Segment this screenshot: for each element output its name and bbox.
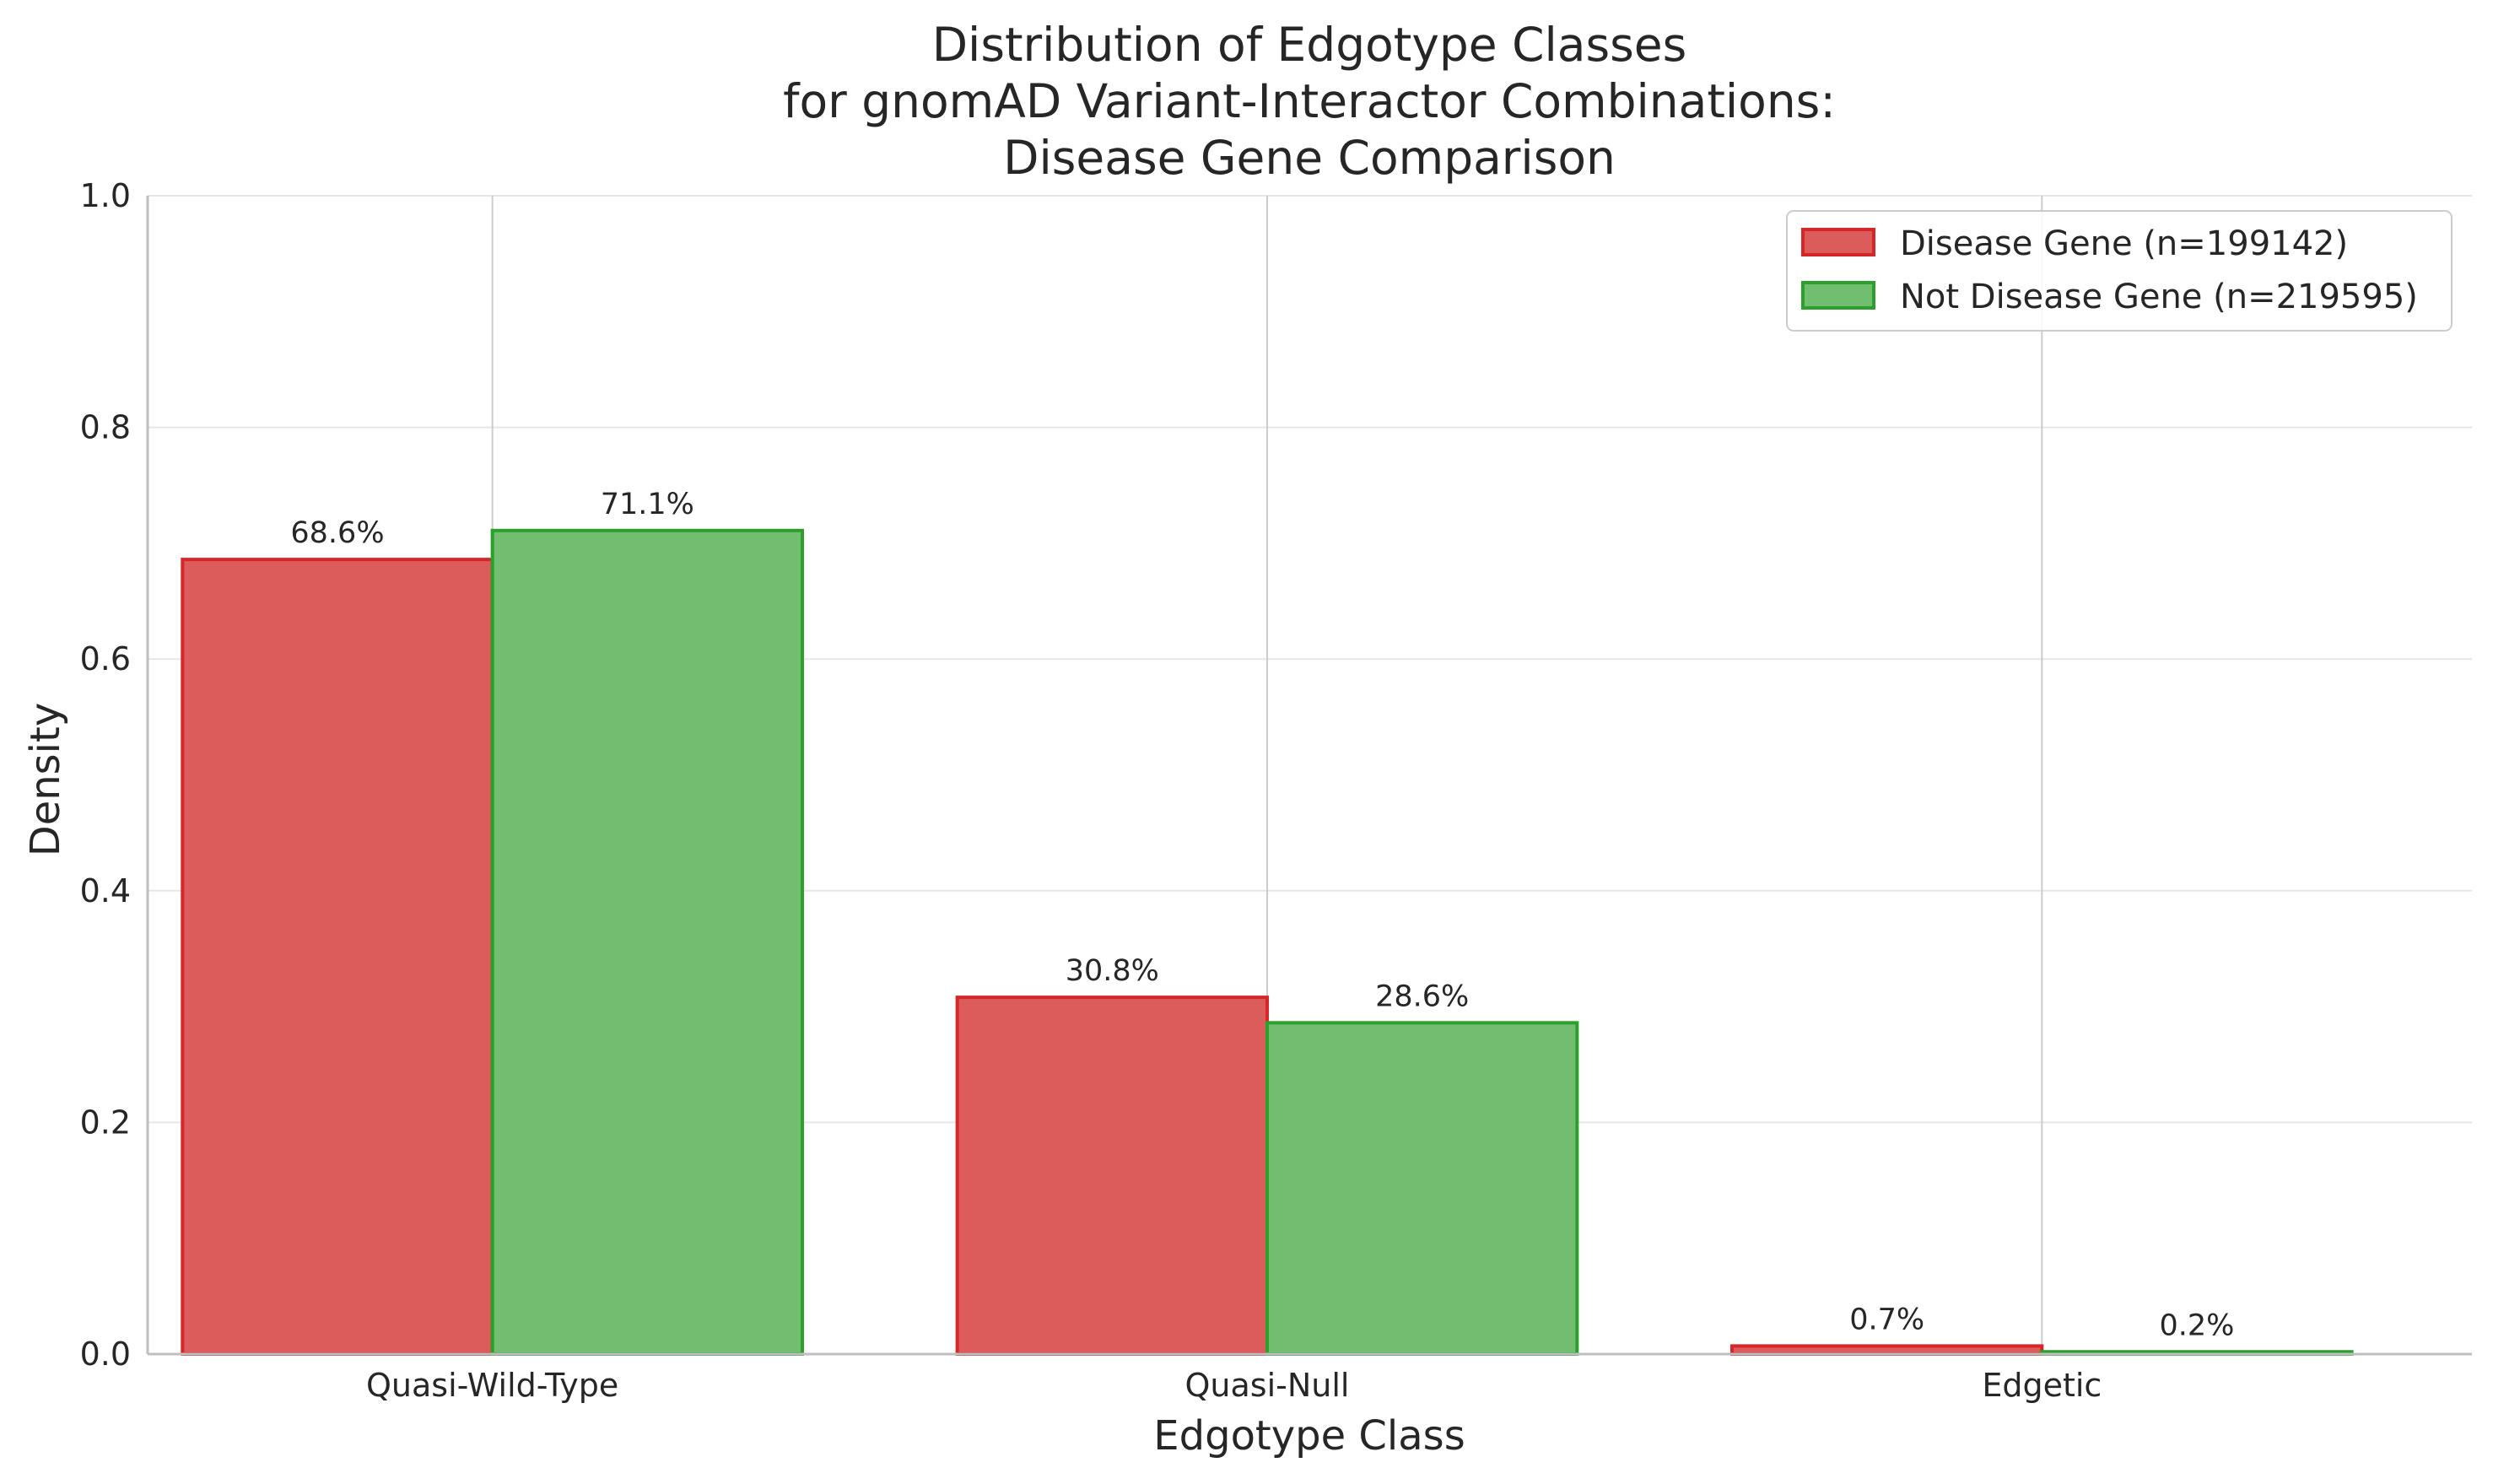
bar-disease-gene (181, 558, 494, 1356)
chart-title-line-2: for gnomAD Variant-Interactor Combinatio… (783, 74, 1836, 128)
bar-value-label: 28.6% (1375, 979, 1469, 1013)
chart-title-line-1: Distribution of Edgotype Classes (932, 18, 1687, 72)
y-tick-label: 0.4 (80, 872, 131, 909)
axes (146, 196, 2472, 1356)
legend: Disease Gene (n=199142) Not Disease Gene… (1786, 210, 2453, 332)
bar-value-label: 0.7% (1849, 1303, 1924, 1336)
value-labels: 68.6% 30.8% 0.7% 71.1% 28.6% 0.2% (290, 488, 2234, 1342)
legend-label-disease-gene: Disease Gene (n=199142) (1900, 224, 2348, 263)
y-tick-label: 0.0 (80, 1336, 131, 1373)
legend-box (1786, 210, 2453, 332)
x-tick-label: Edgetic (1982, 1367, 2102, 1404)
y-tick-label: 0.6 (80, 640, 131, 677)
bar-value-label: 71.1% (601, 488, 694, 521)
legend-swatch-not-disease-gene (1801, 281, 1875, 310)
bar-disease-gene (955, 996, 1269, 1356)
bar-not-disease-gene (1265, 1021, 1579, 1357)
chart-title-line-3: Disease Gene Comparison (1003, 131, 1616, 185)
bar-value-label: 0.2% (2160, 1309, 2235, 1342)
x-axis-label: Edgotype Class (1153, 1412, 1465, 1460)
legend-swatch-disease-gene (1801, 228, 1875, 256)
y-tick-label: 1.0 (80, 177, 131, 214)
y-tick-label: 0.2 (80, 1104, 131, 1141)
x-tick-label: Quasi-Null (1184, 1367, 1349, 1404)
bar-not-disease-gene (490, 528, 804, 1356)
bar-value-label: 68.6% (290, 516, 384, 550)
y-axis-label: Density (22, 703, 69, 856)
tick-labels: 0.0 0.2 0.4 0.6 0.8 1.0 Quasi-Wild-Type Quasi-N… (80, 177, 2102, 1404)
y-tick-label: 0.8 (80, 409, 131, 446)
legend-label-not-disease-gene: Not Disease Gene (n=219595) (1900, 278, 2418, 316)
bar-value-label: 30.8% (1066, 954, 1159, 988)
x-tick-label: Quasi-Wild-Type (366, 1367, 618, 1404)
bars (181, 528, 2354, 1357)
